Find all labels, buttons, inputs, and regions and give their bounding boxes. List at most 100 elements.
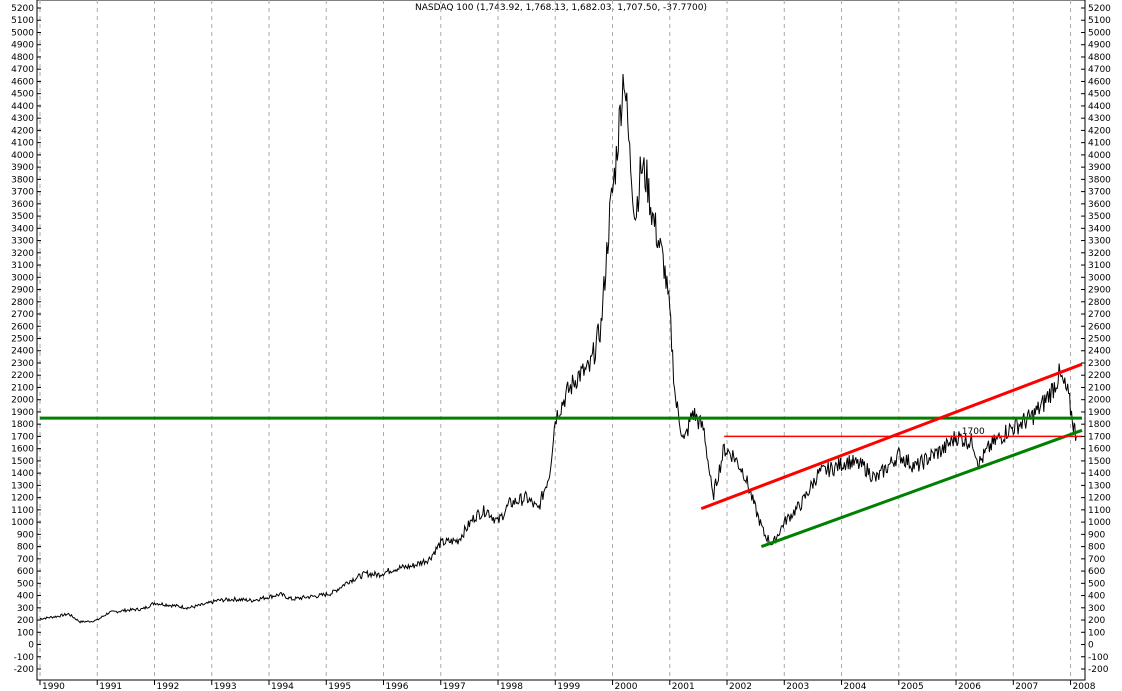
y-tick-label-right: 2700 — [1088, 310, 1111, 320]
x-tick-label: 2006 — [958, 682, 981, 691]
y-tick-label-left: 3500 — [11, 212, 34, 222]
y-tick-label-left: 4100 — [11, 139, 34, 149]
y-tick-label-right: 200 — [1088, 616, 1105, 626]
y-tick-label-right: 1600 — [1088, 445, 1111, 455]
y-tick-label-right: 500 — [1088, 579, 1105, 589]
y-tick-label-left: 4800 — [11, 53, 34, 63]
y-tick-label-left: 1300 — [11, 481, 34, 491]
y-tick-label-left: 1100 — [11, 506, 34, 516]
y-tick-label-right: 4600 — [1088, 77, 1111, 87]
y-tick-label-right: 4100 — [1088, 139, 1111, 149]
y-tick-label-right: 4700 — [1088, 65, 1111, 75]
y-tick-label-left: 5000 — [11, 28, 34, 38]
y-tick-label-right: 700 — [1088, 555, 1105, 565]
y-tick-label-left: 4200 — [11, 126, 34, 136]
x-tick-label: 1999 — [557, 682, 580, 691]
y-tick-label-left: 4300 — [11, 114, 34, 124]
y-tick-label-right: 4400 — [1088, 102, 1111, 112]
y-tick-label-right: 4500 — [1088, 90, 1111, 100]
y-tick-label-right: 3100 — [1088, 261, 1111, 271]
y-tick-label-left: 600 — [17, 567, 34, 577]
y-tick-label-left: 1500 — [11, 457, 34, 467]
y-tick-label-right: 1800 — [1088, 420, 1111, 430]
y-tick-label-left: 4400 — [11, 102, 34, 112]
y-tick-label-left: 2400 — [11, 347, 34, 357]
x-tick-label: 2001 — [672, 682, 695, 691]
y-tick-label-left: 3600 — [11, 200, 34, 210]
y-tick-label-left: 3100 — [11, 261, 34, 271]
y-tick-label-left: 4600 — [11, 77, 34, 87]
y-tick-label-right: 2300 — [1088, 359, 1111, 369]
y-tick-label-right: 3900 — [1088, 163, 1111, 173]
y-tick-label-right: 2900 — [1088, 286, 1111, 296]
y-tick-label-left: 900 — [17, 530, 34, 540]
y-tick-label-left: 4500 — [11, 90, 34, 100]
x-tick-label: 1992 — [157, 682, 180, 691]
y-tick-label-left: 800 — [17, 543, 34, 553]
y-tick-label-left: 1900 — [11, 408, 34, 418]
y-tick-label-right: 0 — [1088, 641, 1094, 651]
y-tick-label-right: 600 — [1088, 567, 1105, 577]
grid-layer — [39, 0, 1072, 680]
chart-title: NASDAQ 100 (1,743.92, 1,768.13, 1,682.03… — [415, 3, 707, 13]
y-tick-label-left: 400 — [17, 592, 34, 602]
y-tick-label-right: 1200 — [1088, 494, 1111, 504]
axis-layer: -200 -200 -100 -100 0 0 100 100 200 200 300 300 400 4… — [11, 4, 1111, 691]
y-tick-label-right: 300 — [1088, 604, 1105, 614]
y-tick-label-right: 2000 — [1088, 396, 1111, 406]
y-tick-label-left: 1000 — [11, 518, 34, 528]
y-tick-label-right: 3700 — [1088, 188, 1111, 198]
x-tick-label: 1997 — [443, 682, 466, 691]
x-tick-label: 2005 — [901, 682, 924, 691]
y-tick-label-right: 3300 — [1088, 237, 1111, 247]
y-tick-label-left: 5100 — [11, 16, 34, 26]
y-tick-label-left: 700 — [17, 555, 34, 565]
y-tick-label-left: 1200 — [11, 494, 34, 504]
y-tick-label-left: 300 — [17, 604, 34, 614]
y-tick-label-right: 3600 — [1088, 200, 1111, 210]
y-tick-label-left: 2300 — [11, 359, 34, 369]
y-tick-label-left: 2600 — [11, 322, 34, 332]
x-tick-label: 2004 — [844, 682, 867, 691]
y-tick-label-right: 2500 — [1088, 335, 1111, 345]
y-tick-label-left: 0 — [28, 641, 34, 651]
plot-border — [36, 0, 1086, 681]
y-tick-label-left: 200 — [17, 616, 34, 626]
y-tick-label-right: 3500 — [1088, 212, 1111, 222]
y-tick-label-right: 900 — [1088, 530, 1105, 540]
price-series-line — [39, 73, 1077, 624]
y-tick-label-right: 400 — [1088, 592, 1105, 602]
y-tick-label-right: 4300 — [1088, 114, 1111, 124]
y-tick-label-right: 5100 — [1088, 16, 1111, 26]
y-tick-label-left: -200 — [14, 665, 35, 675]
x-tick-label: 1990 — [42, 682, 65, 691]
y-tick-label-left: 4700 — [11, 65, 34, 75]
y-tick-label-right: 2100 — [1088, 383, 1111, 393]
x-tick-label: 1996 — [386, 682, 409, 691]
annotation-label: 1700 — [962, 427, 985, 437]
y-tick-label-right: 1300 — [1088, 481, 1111, 491]
y-tick-label-right: 1000 — [1088, 518, 1111, 528]
x-tick-label: 2002 — [729, 682, 752, 691]
y-tick-label-left: 4900 — [11, 41, 34, 51]
y-tick-label-left: 2700 — [11, 310, 34, 320]
y-tick-label-right: 4800 — [1088, 53, 1111, 63]
price-layer — [39, 73, 1077, 624]
y-tick-label-left: 2000 — [11, 396, 34, 406]
y-tick-label-left: 3400 — [11, 224, 34, 234]
y-tick-label-right: 5200 — [1088, 4, 1111, 14]
x-tick-label: 1994 — [271, 682, 294, 691]
y-tick-label-right: 4900 — [1088, 41, 1111, 51]
x-tick-label: 1995 — [328, 682, 351, 691]
y-tick-label-right: 1400 — [1088, 469, 1111, 479]
annotation-layer: 1700 — [962, 427, 985, 437]
y-tick-label-right: 1700 — [1088, 432, 1111, 442]
y-tick-label-right: 4200 — [1088, 126, 1111, 136]
y-tick-label-right: 800 — [1088, 543, 1105, 553]
y-tick-label-right: 3400 — [1088, 224, 1111, 234]
x-tick-label: 2000 — [615, 682, 638, 691]
y-tick-label-left: 2500 — [11, 335, 34, 345]
y-tick-label-left: 3800 — [11, 175, 34, 185]
x-tick-label: 2003 — [786, 682, 809, 691]
